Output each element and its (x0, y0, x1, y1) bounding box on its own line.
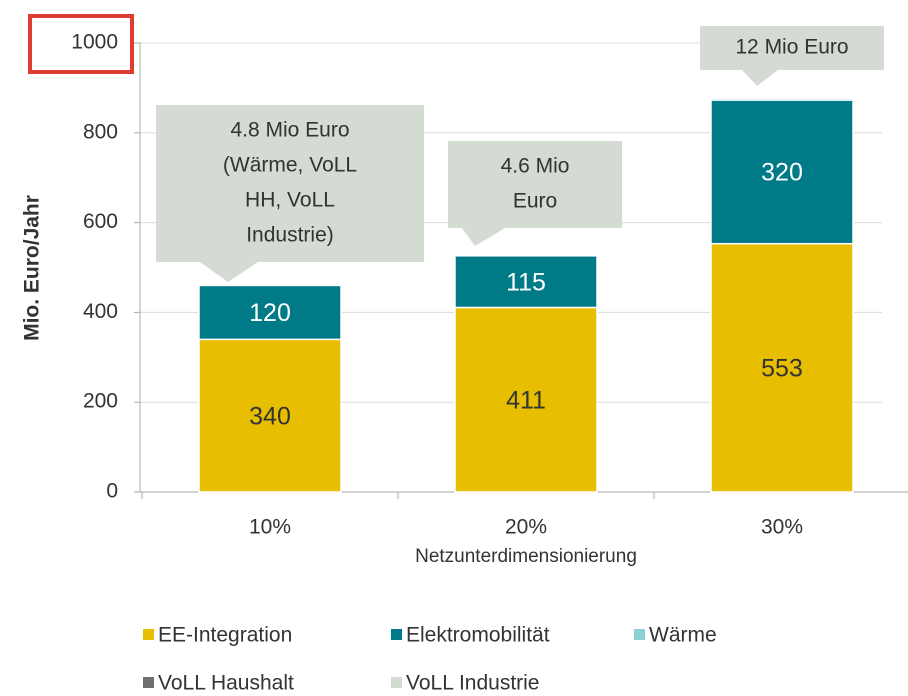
callout-text: Euro (513, 190, 557, 213)
y-tick-label: 400 (83, 300, 118, 323)
y-tick-label: 0 (106, 480, 118, 503)
callout-text: 4.6 Mio (501, 155, 570, 178)
bar-segment (198, 338, 342, 493)
bar-segment (710, 97, 854, 101)
data-label: 115 (506, 268, 546, 296)
legend-swatch (634, 629, 645, 640)
callout-text: 4.8 Mio Euro (230, 119, 349, 142)
legend-swatch (143, 677, 154, 688)
callout-text: HH, VoLL (245, 189, 335, 212)
legend-label: VoLL Haushalt (158, 672, 294, 695)
y-tick-label: 1000 (71, 31, 118, 54)
data-label: 120 (249, 299, 291, 327)
y-tick-label: 200 (83, 390, 118, 413)
y-axis-title: Mio. Euro/Jahr (21, 195, 44, 341)
legend-label: EE-Integration (158, 624, 292, 647)
bar-segment (198, 284, 342, 341)
callout-box (700, 26, 884, 70)
callout-text: (Wärme, VoLL (223, 154, 357, 177)
legend-label: Elektromobilität (406, 624, 550, 647)
y-tick-label: 800 (83, 120, 118, 143)
legend-swatch (391, 677, 402, 688)
legend-label: Wärme (649, 624, 717, 647)
x-axis-title: Netzunterdimensionierung (415, 546, 637, 567)
callout-pointer (462, 228, 505, 246)
callout-pointer (200, 262, 258, 282)
callout-box (156, 105, 424, 262)
x-tick-label: 30% (761, 516, 803, 539)
y-tick-label: 600 (83, 210, 118, 233)
data-label: 553 (761, 354, 803, 382)
legend-swatch (391, 629, 402, 640)
x-tick-label: 20% (505, 516, 547, 539)
bar-segment (454, 255, 598, 309)
callout-pointer (742, 70, 778, 86)
bar-segment (454, 306, 598, 493)
highlight-box (28, 14, 134, 74)
callout-box (448, 141, 622, 228)
bar-segment (710, 242, 854, 493)
legend-swatch (143, 629, 154, 640)
data-label: 411 (506, 386, 546, 414)
legend-label: VoLL Industrie (406, 672, 540, 695)
x-tick-label: 10% (249, 516, 291, 539)
callout-text: 12 Mio Euro (735, 36, 848, 59)
bar-segment (710, 99, 854, 245)
data-label: 320 (761, 158, 803, 186)
callout-text: Industrie) (246, 224, 334, 247)
data-label: 340 (249, 402, 291, 430)
